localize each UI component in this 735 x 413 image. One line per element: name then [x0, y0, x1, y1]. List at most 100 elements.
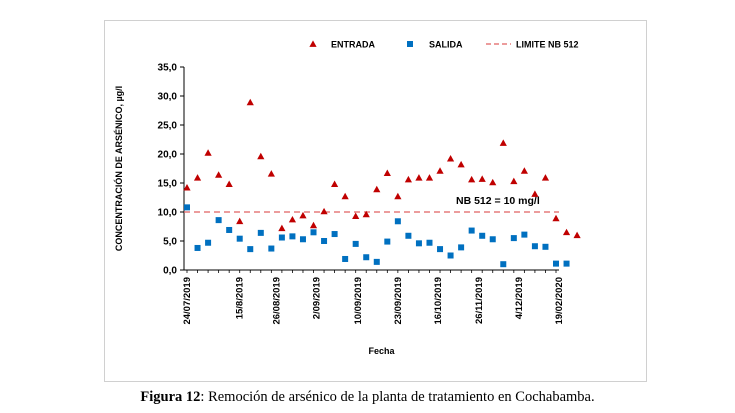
salida-point [447, 252, 454, 259]
entrada-point [457, 160, 465, 168]
entrada-point [446, 155, 455, 162]
salida-point [257, 229, 264, 236]
entrada-point [215, 171, 223, 178]
x-tick-label: 15/8/2019 [235, 277, 246, 319]
salida-point [352, 240, 359, 247]
entrada-point [331, 180, 339, 188]
salida-point [373, 258, 380, 265]
entrada-point [288, 215, 297, 223]
entrada-point [531, 190, 539, 197]
entrada-point [257, 152, 265, 160]
salida-point [405, 232, 412, 239]
salida-point [321, 238, 328, 244]
entrada-point [436, 167, 444, 174]
entrada-point [309, 221, 318, 229]
salida-point [468, 227, 475, 234]
salida-point [363, 254, 370, 261]
entrada-point [204, 149, 212, 156]
chart-frame: 0,0 5,0 10,0 15,0 20,0 25,0 30,0 35,0 24/07/2019… [104, 20, 647, 382]
salida-point [437, 246, 444, 253]
salida-point [205, 239, 212, 246]
salida-point [194, 244, 201, 251]
entrada-point [520, 167, 528, 174]
x-tick-label: 26/08/2019 [272, 277, 283, 325]
entrada-point [562, 228, 571, 236]
entrada-point [394, 192, 402, 200]
y-tick-label: 0,0 [163, 266, 177, 277]
salida-point [542, 243, 549, 250]
x-tick-label: 23/09/2019 [393, 277, 404, 325]
entrada-point [404, 175, 412, 183]
entrada-point [299, 211, 307, 219]
salida-point [310, 229, 317, 236]
x-tick-label: 4/12/2019 [514, 277, 525, 319]
x-tick-label: 2/09/2019 [312, 277, 323, 319]
entrada-point [468, 175, 476, 183]
y-tick-label: 35,0 [158, 63, 178, 74]
salida-point [415, 240, 422, 247]
salida-point [521, 231, 528, 238]
salida-point [384, 238, 391, 245]
salida-point [489, 236, 496, 243]
salida-point [510, 235, 517, 242]
caption-label: Figura 12 [140, 389, 201, 405]
salida-point [184, 204, 190, 211]
salida-point [426, 239, 433, 246]
legend-salida-label: SALIDA [429, 40, 463, 50]
salida-point [394, 218, 401, 225]
entrada-point [552, 214, 560, 222]
entrada-point [373, 185, 381, 193]
entrada-point [236, 217, 244, 225]
legend-entrada-marker [309, 40, 317, 47]
x-tick-label: 16/10/2019 [433, 277, 444, 325]
salida-point [553, 260, 559, 267]
entrada-point [489, 178, 497, 186]
entrada-point [425, 174, 434, 181]
chart-svg: 0,0 5,0 10,0 15,0 20,0 25,0 30,0 35,0 24/07/2019… [113, 40, 581, 356]
y-tick-label: 25,0 [158, 121, 178, 132]
entrada-point [510, 177, 518, 185]
x-tick-label: 19/02/2020 [554, 277, 565, 325]
legend-salida-marker [407, 41, 413, 47]
x-axis-title: Fecha [368, 346, 395, 356]
entrada-point [499, 139, 507, 146]
salida-point [215, 217, 222, 224]
entrada-point [225, 180, 233, 188]
salida-point [342, 255, 349, 262]
legend-entrada-label: ENTRADA [331, 40, 375, 50]
salida-point [299, 236, 306, 243]
salida-point [458, 244, 465, 251]
entrada-point [383, 169, 391, 177]
entrada-point [183, 184, 191, 191]
entrada-point [352, 212, 360, 219]
figure-caption: Figura 12: Remoción de arsénico de la pl… [0, 389, 735, 406]
entrada-point [246, 98, 254, 106]
entrada-point [478, 175, 486, 182]
entrada-point [320, 207, 328, 215]
caption-text: : Remoción de arsénico de la planta de t… [200, 389, 595, 405]
y-tick-label: 15,0 [158, 179, 178, 190]
y-tick-label: 30,0 [158, 92, 178, 103]
salida-point [278, 234, 285, 241]
entrada-point [267, 170, 275, 177]
entrada-point [341, 192, 349, 200]
entrada-point [415, 174, 423, 181]
y-tick-label: 20,0 [158, 150, 178, 161]
salida-point [247, 246, 254, 253]
salida-point [531, 243, 538, 250]
salida-point [479, 232, 486, 239]
salida-point [236, 235, 243, 242]
salida-point [268, 245, 275, 252]
x-tick-label: 26/11/2019 [474, 277, 485, 324]
entrada-point [573, 231, 581, 239]
y-tick-label: 5,0 [163, 237, 177, 248]
salida-point [563, 260, 570, 267]
salida-point [331, 231, 338, 238]
salida-point [226, 226, 233, 233]
salida-point [500, 261, 507, 268]
x-tick-label: 10/09/2019 [353, 277, 364, 325]
limit-annotation: NB 512 = 10 mg/l [456, 195, 540, 207]
y-axis-title: CONCENTRACIÓN DE ARSÉNICO, µg/l [113, 86, 124, 251]
x-tick-label: 24/07/2019 [182, 277, 193, 325]
legend-limit-label: LIMITE NB 512 [516, 40, 579, 50]
